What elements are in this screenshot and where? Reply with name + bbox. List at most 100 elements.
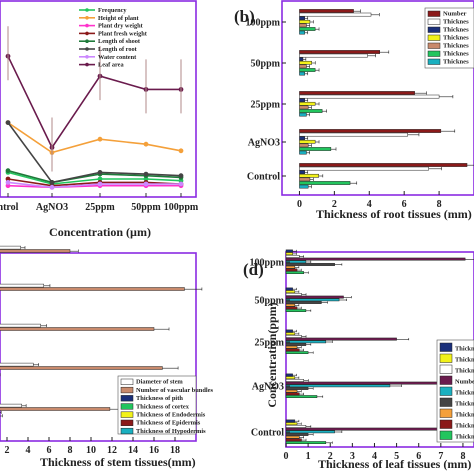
panel-a-data-point — [178, 178, 184, 184]
panel-c-bar — [0, 362, 34, 367]
panel-b-bar — [299, 23, 307, 28]
panel-d-bar — [285, 255, 300, 258]
panel-d-y-tick-label: 50ppm — [255, 296, 285, 307]
panel-d-x-tick-label: 8 — [460, 451, 465, 462]
panel-d-x-tick-label: 2 — [328, 451, 333, 462]
panel-d-x-tick-label: 6 — [416, 451, 421, 462]
panel-a-data-point — [97, 176, 103, 182]
panel-d-bar — [285, 301, 322, 304]
panel-c-x-tick-label: 4 — [26, 445, 31, 456]
panel-a-data-point — [5, 180, 11, 185]
panel-d-x-axis-title: Thickness of leaf tissues (mm) — [318, 457, 471, 471]
panel-b-bar — [299, 12, 372, 17]
panel-a-x-tick-label: 100ppm — [164, 202, 199, 213]
panel-c-legend-label: Thickness of Endodermis — [136, 412, 206, 419]
panel-d-leaf-tissues-bar-chart: (d) Concentration(ppm) Thicknes Thicknes T… — [243, 249, 474, 471]
panel-d-legend-label: Thicknes — [455, 357, 474, 364]
panel-d-bar — [285, 332, 296, 336]
panel-a-legend-marker — [85, 55, 89, 59]
panel-d-x-tick-label: 3 — [350, 451, 355, 462]
panel-d-bar — [285, 290, 296, 294]
panel-d-bar — [285, 438, 302, 442]
panel-b-bar — [299, 64, 307, 69]
panel-b-plot-frame — [281, 0, 474, 196]
panel-d-legend-swatch — [439, 419, 453, 429]
panel-b-bar — [299, 177, 311, 182]
panel-a-series-line — [7, 122, 182, 184]
panel-c-x-tick-label: 2 — [5, 445, 10, 456]
panel-c-x-axis-title: Thickness of stem tissues(mm) — [40, 455, 196, 469]
panel-a-data-point — [5, 176, 11, 182]
panel-d-legend-swatch — [439, 397, 453, 407]
panel-b-y-tick-label: 50ppm — [251, 59, 281, 70]
panel-b-x-tick-label: 2 — [332, 199, 337, 210]
panel-a-legend-label: Plant fresh weight — [98, 30, 148, 37]
panel-a-legend-label: Height of plant — [98, 15, 139, 22]
panel-d-bar — [285, 392, 300, 396]
panel-d-label: (d) — [243, 260, 264, 279]
panel-d-x-tick-label: 5 — [394, 451, 399, 462]
panel-a-legend-marker — [85, 15, 89, 20]
panel-a-data-point — [178, 148, 184, 154]
panel-d-bar — [285, 257, 466, 261]
panel-d-y-tick-label: 25ppm — [255, 338, 285, 349]
panel-d-bar — [285, 351, 309, 355]
panel-d-bar — [285, 435, 300, 439]
panel-c-x-tick-label: 6 — [47, 445, 52, 456]
panel-b-bar — [299, 68, 316, 72]
panel-d-legend-label: Thicknes — [455, 434, 474, 441]
panel-d-bar — [285, 306, 298, 310]
panel-a-x-tick-label: 25ppm — [85, 202, 115, 213]
panel-d-bar — [285, 252, 293, 256]
panel-d-legend-swatch — [439, 430, 453, 440]
panel-b-bar — [299, 163, 468, 167]
panel-d-legend-swatch — [439, 375, 453, 385]
panel-c-legend-swatch — [120, 378, 134, 385]
panel-b-legend-label: Thicknes — [443, 19, 469, 26]
panel-d-bar — [285, 263, 335, 266]
panel-b-legend-label: Thicknes — [443, 27, 469, 34]
panel-d-legend-swatch — [439, 408, 453, 418]
panel-a-data-point — [97, 136, 103, 142]
panel-d-bar — [285, 340, 327, 344]
panel-d-bar — [285, 376, 296, 380]
panel-c-legend-swatch — [120, 411, 134, 418]
panel-b-bar — [299, 112, 307, 117]
panel-b-bar — [299, 136, 305, 141]
panel-d-x-tick-label: 1 — [306, 451, 311, 462]
panel-b-legend-label: Thicknes — [443, 43, 469, 50]
panel-c-bar — [0, 327, 155, 331]
panel-d-bar — [285, 441, 327, 445]
panel-d-bar — [285, 309, 307, 313]
panel-a-data-point — [143, 181, 149, 187]
panel-d-y-tick-label: AgNO3 — [252, 382, 284, 393]
panel-d-bar — [285, 430, 335, 434]
panel-b-bar — [299, 132, 408, 137]
panel-c-x-tick-label: 14 — [128, 445, 138, 456]
panel-b-bar — [299, 30, 305, 35]
panel-a-data-point — [178, 173, 184, 179]
panel-a-legend-label: Frequency — [98, 7, 127, 14]
panel-d-bar — [285, 348, 300, 352]
panel-c-legend-swatch — [120, 427, 134, 435]
panel-a-data-point — [5, 120, 11, 125]
panel-b-bar — [299, 170, 305, 175]
panel-b-y-tick-label: Control — [247, 172, 280, 183]
panel-d-x-tick-label: 4 — [372, 451, 377, 462]
panel-d-legend-label: Thicknes — [455, 346, 474, 353]
panel-b-legend-swatch — [427, 42, 441, 49]
panel-a-data-point — [143, 176, 149, 182]
panel-d-bar — [285, 343, 307, 346]
panel-a-legend-marker — [85, 23, 89, 28]
panel-d-bar — [285, 389, 298, 393]
panel-a-x-tick-label: ntrol — [0, 202, 19, 213]
panel-b-bar — [299, 71, 305, 76]
panel-b-bar — [299, 166, 429, 171]
panel-c-legend-swatch — [120, 386, 134, 394]
panel-b-x-tick-label: 4 — [367, 199, 372, 210]
panel-c-legend-label: Thickness of Hypodermis — [136, 428, 206, 435]
panel-b-legend-swatch — [427, 18, 441, 25]
panel-b-bar — [299, 60, 312, 65]
